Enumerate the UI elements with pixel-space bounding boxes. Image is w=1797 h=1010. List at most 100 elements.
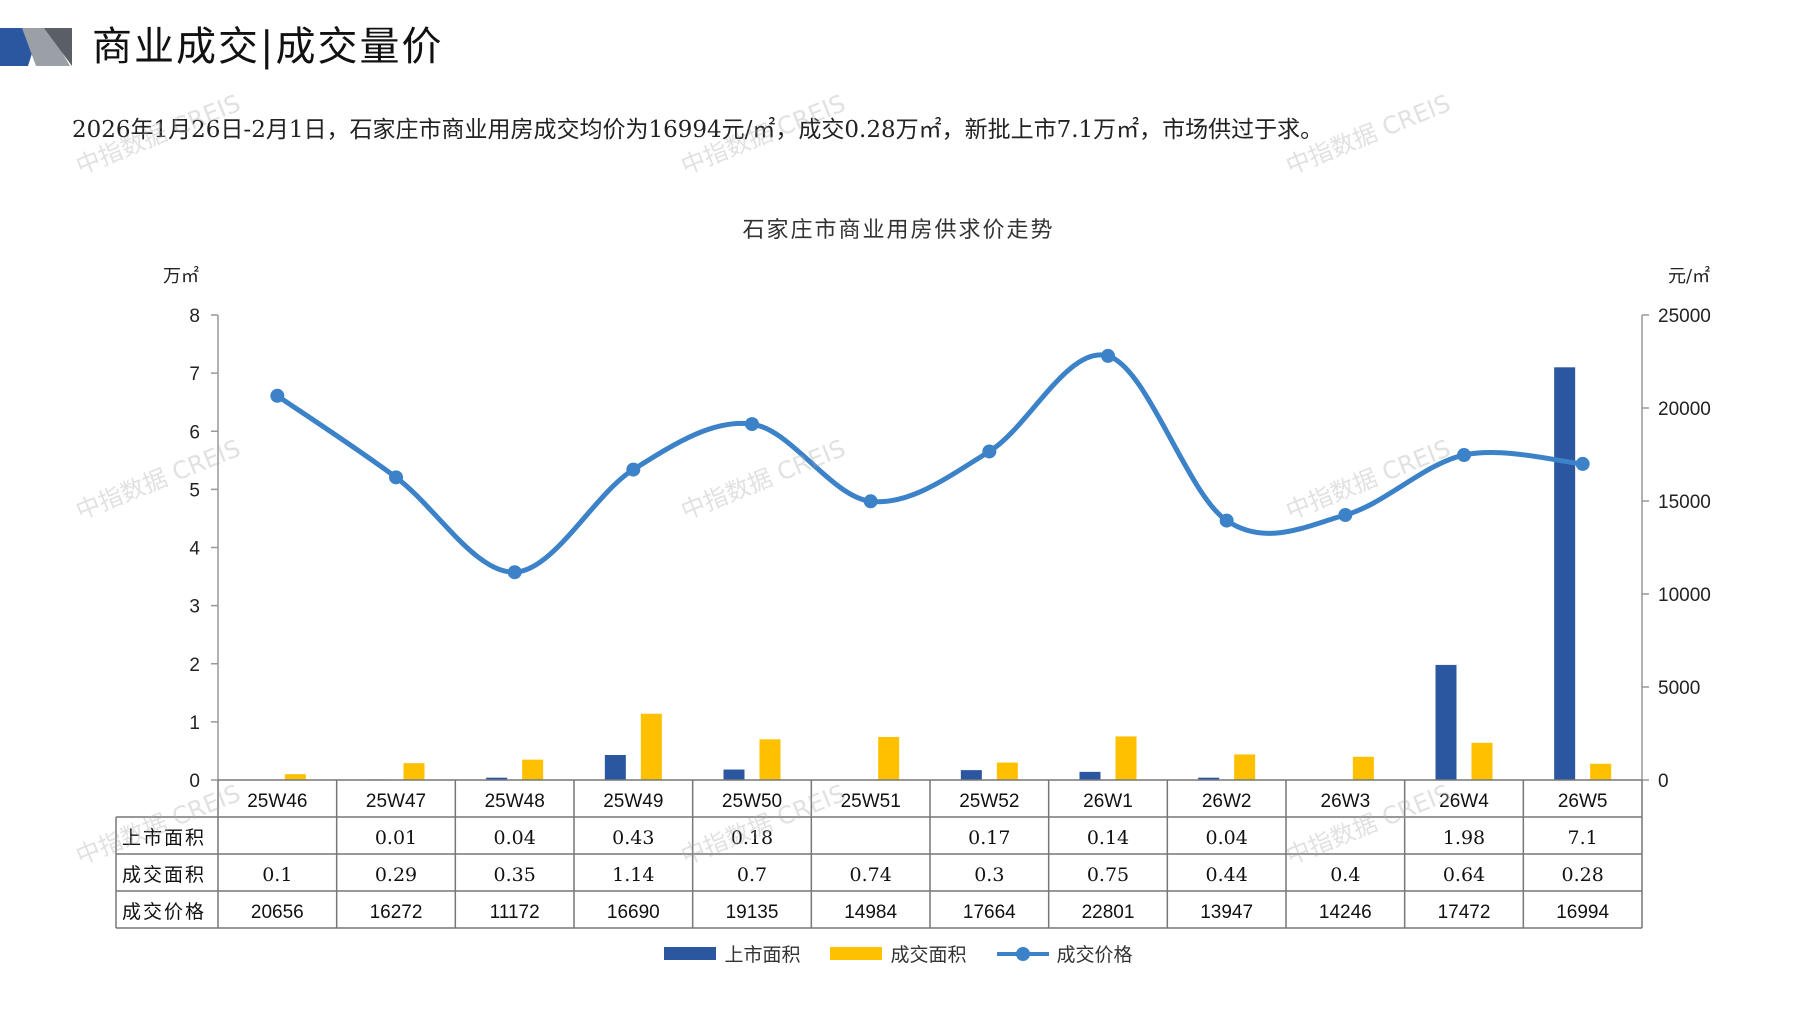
bar-supply xyxy=(486,777,508,780)
x-tick-label: 26W4 xyxy=(1439,791,1489,812)
chart-title: 石家庄市商业用房供求价走势 xyxy=(742,218,1055,243)
chart-canvas: 0 1 2 3 4 5 6 7 8 0 5000 10000 15000 20000 25000 万㎡ 元/㎡ 2… xyxy=(115,265,1711,929)
table-cell: 0.28 xyxy=(1562,864,1604,886)
table-cell: 17664 xyxy=(963,902,1016,923)
legend-swatch-price xyxy=(996,946,1049,961)
price-point xyxy=(982,444,997,459)
price-point xyxy=(1219,513,1234,528)
bar-deal-area xyxy=(759,739,781,780)
table-cell: 0.17 xyxy=(968,827,1010,849)
table-cell: 17472 xyxy=(1438,902,1491,923)
table-cell: 1.14 xyxy=(612,864,654,886)
table-cell: 0.04 xyxy=(494,827,536,849)
table-cell: 0.35 xyxy=(494,864,536,886)
bar-supply xyxy=(1198,777,1220,780)
y-tick-label-left: 5 xyxy=(189,480,200,501)
table-cell: 0.64 xyxy=(1443,864,1485,886)
y-tick-label-right: 20000 xyxy=(1658,399,1711,420)
bar-deal-area xyxy=(640,713,662,780)
bar-deal-area xyxy=(284,774,306,780)
y-tick-label-left: 1 xyxy=(189,713,200,734)
table-row-label: 成交价格 xyxy=(122,901,206,923)
x-tick-label: 25W48 xyxy=(485,791,545,812)
table-cell: 0.04 xyxy=(1206,827,1248,849)
legend-item-deal-area: 成交面积 xyxy=(830,940,967,967)
y-tick-label-left: 2 xyxy=(189,655,200,676)
table-cell: 1.98 xyxy=(1443,827,1485,849)
bar-deal-area xyxy=(1234,754,1256,780)
table-cell: 16994 xyxy=(1556,902,1609,923)
bar-supply xyxy=(1079,771,1101,780)
y-tick-label-left: 7 xyxy=(189,364,200,385)
table-cell: 20656 xyxy=(251,902,304,923)
table-cell: 0.3 xyxy=(974,864,1004,886)
legend-label-supply: 上市面积 xyxy=(724,944,801,966)
price-point xyxy=(507,565,522,580)
page-header: 商业成交|成交量价 xyxy=(0,22,900,72)
table-cell: 0.01 xyxy=(375,827,417,849)
x-tick-label: 25W50 xyxy=(722,791,782,812)
y-tick-label-right: 25000 xyxy=(1658,306,1711,327)
bar-deal-area xyxy=(522,759,544,780)
y-tick-label-right: 15000 xyxy=(1658,492,1711,513)
price-point xyxy=(863,494,878,509)
table-cell: 0.74 xyxy=(850,864,892,886)
y-axis-label-left: 万㎡ xyxy=(163,265,199,287)
x-tick-label: 25W51 xyxy=(841,791,901,812)
bar-deal-area xyxy=(403,763,425,780)
bar-deal-area xyxy=(1471,742,1493,780)
table-cell: 0.29 xyxy=(375,864,417,886)
table-row-label: 上市面积 xyxy=(122,827,206,849)
legend-label-price: 成交价格 xyxy=(1056,944,1133,966)
table-cell: 11172 xyxy=(490,902,540,923)
y-tick-label-left: 0 xyxy=(189,771,200,792)
table-cell: 0.44 xyxy=(1206,864,1248,886)
table-cell: 0.4 xyxy=(1330,864,1360,886)
price-point xyxy=(1457,448,1471,463)
x-tick-label: 26W3 xyxy=(1321,791,1371,812)
bar-supply xyxy=(604,755,626,780)
table-cell: 0.1 xyxy=(262,864,292,886)
table-cell: 0.7 xyxy=(737,864,767,886)
y-tick-label-left: 6 xyxy=(189,422,200,443)
x-tick-label: 26W2 xyxy=(1202,791,1252,812)
bar-deal-area xyxy=(1352,756,1374,780)
y-tick-label-left: 8 xyxy=(189,306,200,327)
x-tick-label: 26W1 xyxy=(1083,791,1133,812)
x-tick-label: 25W49 xyxy=(603,791,663,812)
y-axis-label-right: 元/㎡ xyxy=(1668,265,1710,287)
price-point xyxy=(1575,456,1590,471)
x-tick-label: 25W46 xyxy=(247,791,307,812)
table-cell: 22801 xyxy=(1082,902,1135,923)
table-cell: 0.75 xyxy=(1087,864,1129,886)
price-point xyxy=(389,470,403,485)
bar-supply xyxy=(1435,664,1457,780)
x-tick-label: 26W5 xyxy=(1558,791,1608,812)
table-cell: 14246 xyxy=(1319,902,1372,923)
legend-swatch-supply xyxy=(664,947,717,960)
bar-supply xyxy=(723,769,745,780)
chart-legend: 上市面积 成交面积 成交价格 xyxy=(0,940,1797,967)
logo-icon xyxy=(0,28,72,66)
table-cell: 0.14 xyxy=(1087,827,1129,849)
bar-supply xyxy=(1554,367,1576,780)
table-cell: 16272 xyxy=(370,902,423,923)
price-line xyxy=(275,352,1583,575)
legend-item-supply: 上市面积 xyxy=(664,940,800,967)
table-cell: 7.1 xyxy=(1568,827,1598,849)
x-tick-label: 25W47 xyxy=(366,791,426,812)
table-cell: 19135 xyxy=(726,902,779,923)
legend-label-deal-area: 成交面积 xyxy=(890,944,967,966)
price-point xyxy=(745,417,759,432)
page-title: 商业成交|成交量价 xyxy=(92,24,444,70)
table-cell: 16690 xyxy=(607,902,660,923)
x-tick-label: 25W52 xyxy=(959,791,1019,812)
table-cell: 14984 xyxy=(844,902,897,923)
table-cell: 13947 xyxy=(1200,902,1253,923)
legend-swatch-deal-area xyxy=(830,947,883,960)
bar-deal-area xyxy=(1115,736,1137,780)
legend-item-price: 成交价格 xyxy=(996,940,1133,967)
price-point xyxy=(1338,508,1353,523)
table-cell: 0.18 xyxy=(731,827,773,849)
summary-text: 2026年1月26日-2月1日，石家庄市商业用房成交均价为16994元/㎡，成交… xyxy=(72,117,1324,143)
